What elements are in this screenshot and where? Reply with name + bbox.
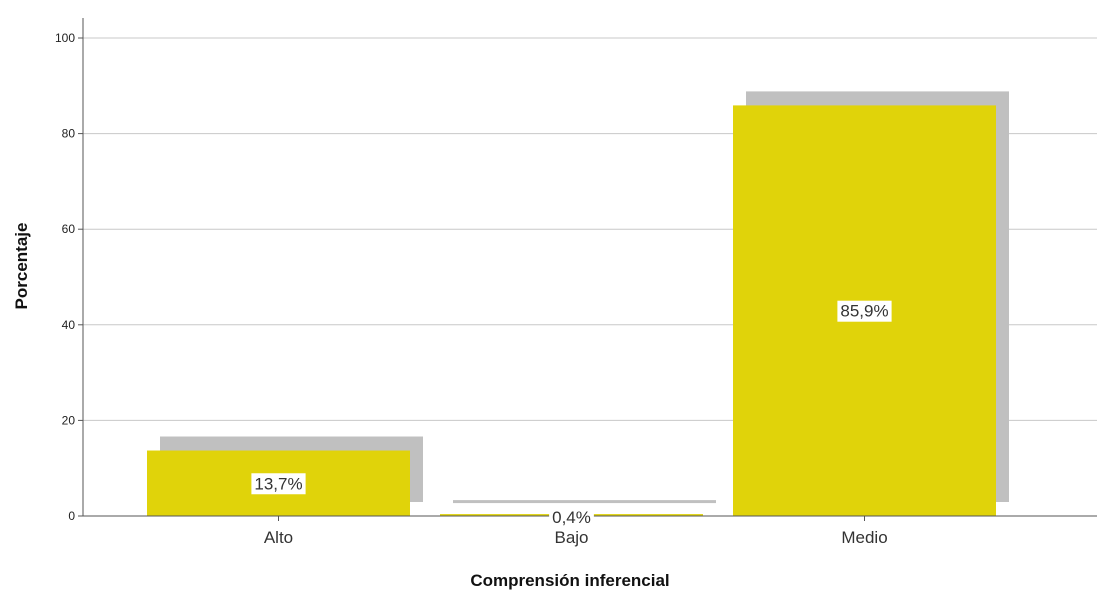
x-axis-title: Comprensión inferencial xyxy=(470,571,669,590)
y-tick-label: 0 xyxy=(68,509,75,523)
data-label-box xyxy=(837,300,892,322)
data-label-text: 13,7% xyxy=(254,474,302,493)
data-label-text: 85,9% xyxy=(840,302,888,321)
axes: 0 20 40 60 80 100 Alto Bajo Medio xyxy=(55,18,1097,547)
data-label: 0,4% xyxy=(549,507,594,528)
y-tick-label: 60 xyxy=(62,222,76,236)
data-labels: 13,7% 0,4% 85,9% xyxy=(251,300,892,528)
x-tick-label: Medio xyxy=(841,528,887,547)
data-label-text: 0,4% xyxy=(552,508,591,527)
y-axis-title: Porcentaje xyxy=(12,223,31,310)
y-tick-label: 40 xyxy=(62,318,76,332)
data-label: 85,9% xyxy=(837,300,892,322)
data-label-box xyxy=(549,507,594,528)
x-tick-label: Alto xyxy=(264,528,293,547)
y-tick-label: 80 xyxy=(62,127,76,141)
y-tick-label: 100 xyxy=(55,31,75,45)
bar-shadow xyxy=(453,500,716,504)
data-label-box xyxy=(251,473,306,495)
x-tick-label: Bajo xyxy=(554,528,588,547)
y-tick-label: 20 xyxy=(62,413,76,427)
data-label: 13,7% xyxy=(251,473,306,495)
